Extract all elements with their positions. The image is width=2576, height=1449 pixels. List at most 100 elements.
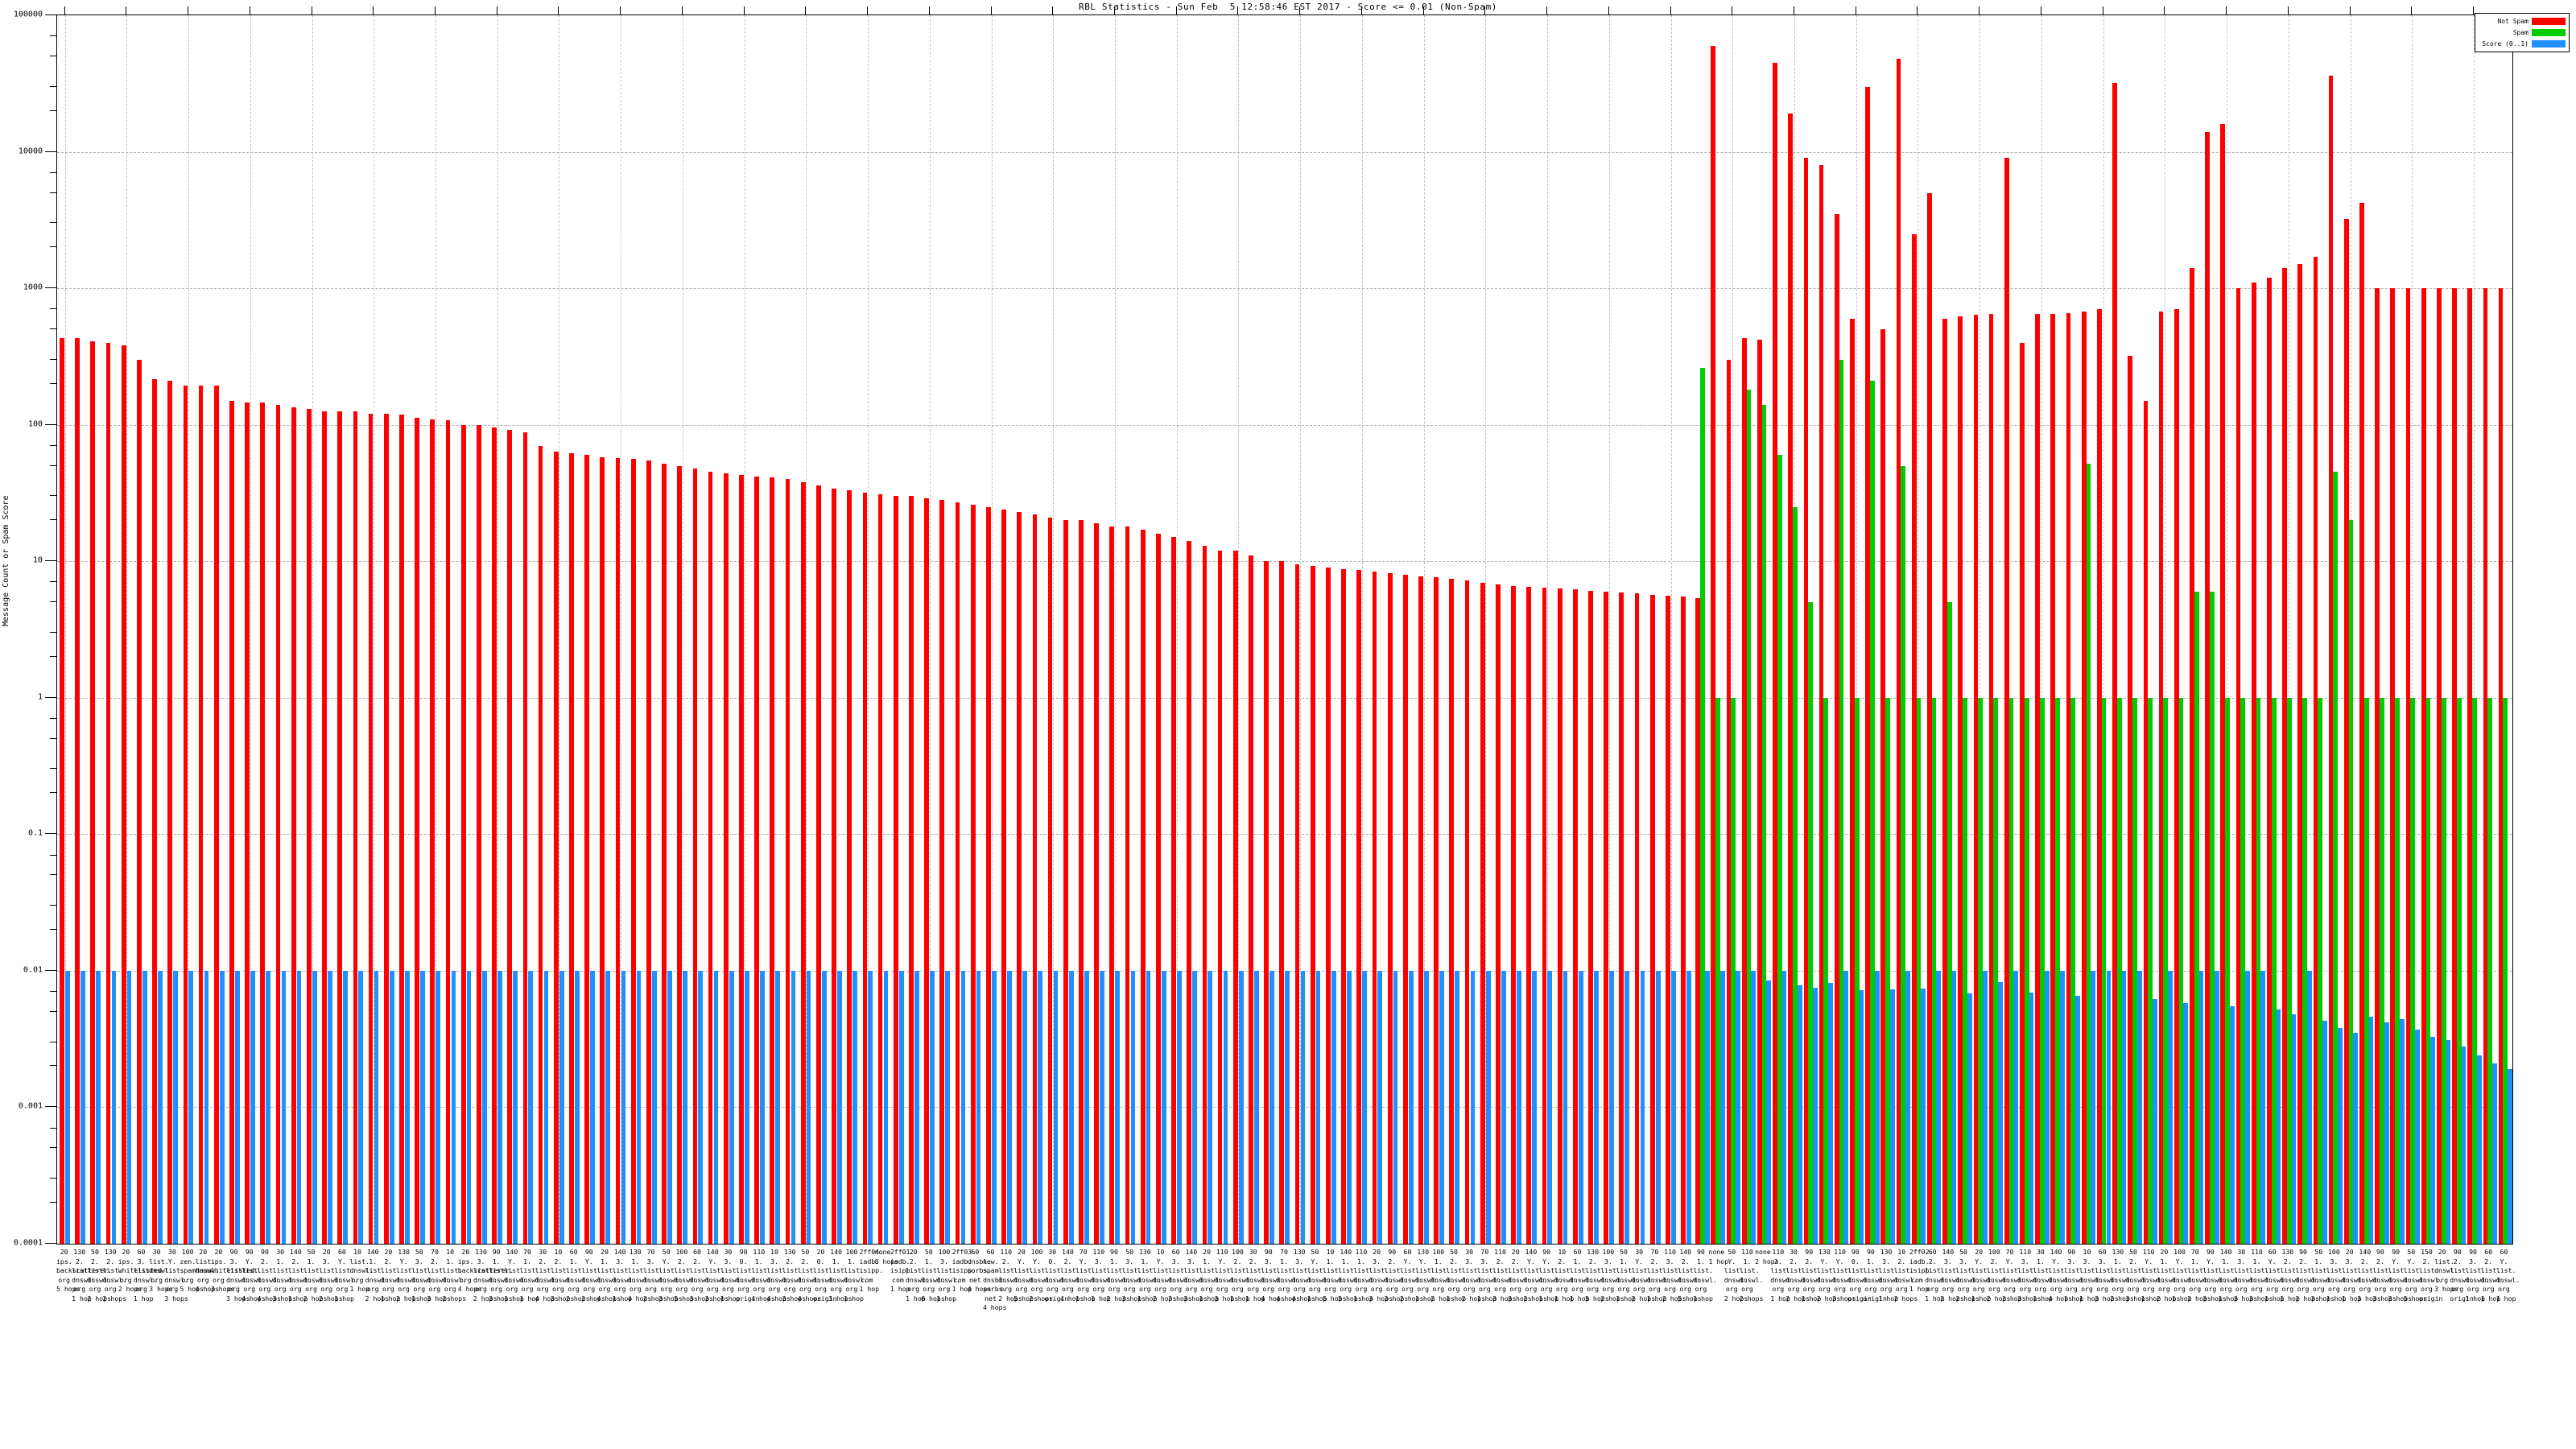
y-tick-label: 0.001	[18, 1101, 43, 1111]
bar-not-spam	[245, 402, 250, 1244]
x-axis-tick-label: none 2 hops	[1755, 1248, 1779, 1265]
x-axis-tick-label: 140 Y. list. dnswl. org 1 hop	[504, 1248, 528, 1302]
x-axis-tick-label: 30 3. list. dnswl. org 3 hops	[2233, 1248, 2258, 1302]
y-tick-label: 10000	[18, 147, 43, 156]
bar-not-spam	[2066, 312, 2071, 1244]
gridline-vertical	[929, 15, 931, 1244]
y-tick-label: 1000	[23, 283, 43, 292]
y-tick-minor	[50, 1201, 56, 1203]
gridline-vertical	[1608, 15, 1610, 1244]
x-axis-tick-label: 90 3. list. dnswl. org 1 hop	[2063, 1248, 2088, 1302]
y-tick-label: 1	[37, 692, 43, 702]
gridline-vertical	[1547, 15, 1549, 1244]
bar-not-spam	[600, 456, 605, 1244]
bar-score	[930, 970, 935, 1244]
legend-item-not-spam: Not Spam	[2479, 16, 2566, 26]
bar-score	[80, 970, 85, 1244]
bar-spam	[2333, 472, 2339, 1244]
x-axis-tick-label: 140 1. list. dnswl. org 5 hops	[1338, 1248, 1362, 1302]
x-tick	[1670, 6, 1671, 15]
bar-not-spam	[862, 492, 868, 1244]
bar-not-spam	[986, 506, 991, 1244]
bar-score	[2106, 970, 2112, 1244]
x-axis-tick-label: 130 1. list. dnswl. org 1 hop	[1137, 1248, 1162, 1302]
bar-score	[142, 970, 147, 1244]
bar-score	[945, 970, 951, 1244]
x-tick	[2473, 6, 2475, 15]
bar-score	[2353, 1033, 2359, 1244]
x-axis-tick-label: 100 2. list. dnswl. org 1 hop	[1229, 1248, 1254, 1302]
bar-not-spam	[2328, 76, 2334, 1244]
bar-score	[1084, 970, 1089, 1244]
bar-spam	[2040, 697, 2045, 1244]
bar-score	[126, 970, 132, 1244]
x-axis-tick-label: 70 1. list. dnswl. org 2 hops	[2187, 1248, 2211, 1302]
bar-not-spam	[2297, 264, 2303, 1244]
bar-not-spam	[2282, 268, 2287, 1244]
x-axis-tick-label: 50 1. list. dnswl. org 3 hops	[2310, 1248, 2335, 1302]
y-tick-minor	[50, 1178, 56, 1179]
y-tick-label: 100	[27, 419, 43, 429]
bar-spam	[1731, 697, 1736, 1244]
gridline-vertical	[1856, 15, 1857, 1244]
bar-score	[1300, 970, 1306, 1244]
x-axis-tick-label: 140 Y. list. dnswl. org 2 hops	[1523, 1248, 1547, 1302]
x-tick	[805, 6, 807, 15]
bar-not-spam	[1310, 566, 1315, 1244]
bar-not-spam	[1988, 313, 1994, 1244]
y-tick-major	[45, 1243, 56, 1244]
bar-spam	[2503, 697, 2508, 1244]
bar-score	[513, 970, 518, 1244]
bar-score	[2368, 1017, 2374, 1244]
y-tick-minor	[50, 792, 56, 794]
legend-item-spam: Spam	[2479, 27, 2566, 37]
y-tick-label: 10	[32, 555, 43, 565]
x-axis-tick-label: 20 ips. whitelisted. org 3 hops	[210, 1248, 258, 1293]
bar-not-spam	[2375, 288, 2380, 1244]
bar-not-spam	[2498, 288, 2504, 1244]
x-axis-tick-label: 140 3. list. dnswl. org 2 hops	[1940, 1248, 1964, 1302]
bar-score	[2384, 1022, 2389, 1244]
x-axis-tick-label: 90 1. list. dnswl. org 2 hops	[1106, 1248, 1130, 1302]
x-axis-tick-label: 70 1. list. dnswl. org 4 hops	[1276, 1248, 1300, 1302]
x-axis-tick-label: 90 0. list. dnswl. org origin	[1847, 1248, 1872, 1302]
bar-not-spam	[2220, 123, 2226, 1244]
x-tick	[990, 6, 992, 15]
bar-spam	[2210, 591, 2215, 1244]
bar-score	[1424, 970, 1429, 1244]
x-axis-tick-label: 10 3. list. dnswl. org 4 hops	[766, 1248, 791, 1302]
bar-score	[590, 970, 595, 1244]
bar-score	[713, 970, 719, 1244]
bar-not-spam	[1032, 514, 1038, 1244]
x-axis-tick-label: 110 Y. list. dnswl. org 1 hop	[2140, 1248, 2165, 1302]
bar-not-spam	[1418, 576, 1423, 1244]
bar-not-spam	[816, 485, 821, 1244]
legend-swatch-not-spam-icon	[2532, 17, 2566, 25]
bar-not-spam	[1387, 572, 1393, 1244]
x-axis-tick-label: 50 Y. list. dnswl. org 1 hop	[1307, 1248, 1331, 1302]
x-axis-tick-label: 110 3. list. dnswl. org 2 hops	[1662, 1248, 1686, 1302]
bar-spam	[2070, 697, 2076, 1244]
bar-not-spam	[136, 359, 142, 1244]
bar-not-spam	[1865, 86, 1870, 1244]
x-axis-tick-label: 70 2. list. dnswl. org 1 hop	[1646, 1248, 1671, 1302]
bar-score	[2399, 1019, 2405, 1244]
x-tick	[620, 6, 621, 15]
x-tick	[1052, 6, 1054, 15]
bar-score	[1532, 970, 1538, 1244]
bar-not-spam	[1094, 522, 1100, 1244]
x-axis-tick-label: 130 1. list. dnswl. org 4 hops	[627, 1248, 652, 1302]
y-tick-major	[45, 696, 56, 698]
x-tick	[1546, 6, 1548, 15]
x-axis-tick-label: 100 1. list. dnswl. org 1 hop	[844, 1248, 868, 1302]
x-axis-tick-label: 50 1. list. dnswl. org 1 hop	[1616, 1248, 1640, 1302]
x-axis-tick-label: 90 2. list. dnswl. org 1 hop	[1801, 1248, 1826, 1302]
x-axis-tick-label: 90 3. list. dnswl. org 3 hops	[226, 1248, 250, 1302]
legend-item-score: Score (0..1)	[2479, 39, 2566, 48]
bar-score	[188, 970, 194, 1244]
bar-not-spam	[1125, 526, 1130, 1244]
bar-not-spam	[2128, 356, 2133, 1244]
y-tick-minor	[50, 85, 56, 87]
x-axis-tick-label: 140 2. list. dnswl. org 1 hop	[287, 1248, 312, 1302]
